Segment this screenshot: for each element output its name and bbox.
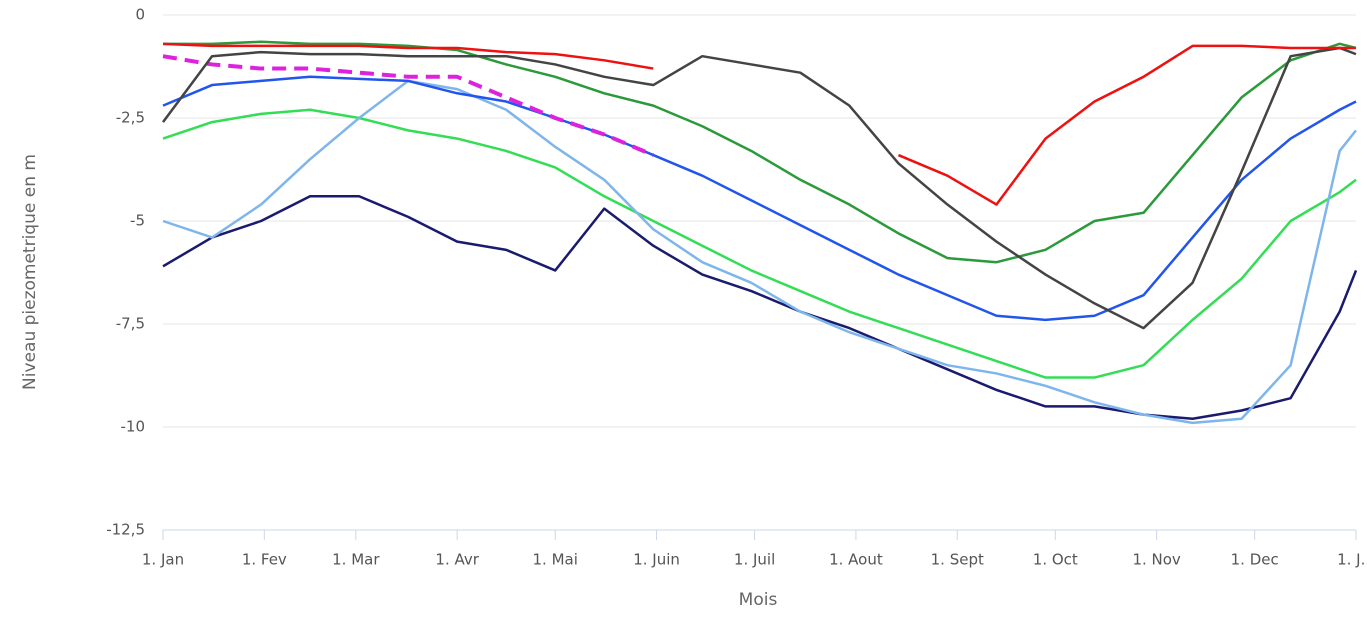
x-tick-label: 1. J...	[1337, 551, 1367, 569]
x-tick-label: 1. Juil	[734, 551, 775, 569]
y-tick-label: -7,5	[116, 315, 145, 333]
x-tick-label: 1. Sept	[931, 551, 984, 569]
x-tick-label: 1. Avr	[435, 551, 479, 569]
x-tick-label: 1. Mar	[332, 551, 380, 569]
y-tick-label: -12,5	[106, 521, 145, 539]
series-line	[162, 42, 1356, 206]
x-tick-label: 1. Fev	[242, 551, 287, 569]
y-tick-label: -2,5	[116, 109, 145, 127]
y-tick-label: -10	[121, 418, 146, 436]
series-line	[162, 195, 1358, 421]
y-tick-label: 0	[135, 6, 145, 24]
x-tick-label: 1. Oct	[1033, 551, 1078, 569]
x-tick-label: 1. Juin	[633, 551, 680, 569]
series-line	[163, 40, 1357, 264]
x-tick-label: 1. Mai	[533, 551, 578, 569]
x-tick-label: 1. Nov	[1132, 551, 1180, 569]
x-axis-title: Mois	[739, 590, 778, 610]
series-line	[162, 108, 1357, 379]
series-line	[162, 75, 1357, 322]
series-line	[162, 54, 655, 157]
x-tick-label: 1. Jan	[142, 551, 184, 569]
y-tick-label: -5	[130, 212, 145, 230]
y-axis-title: Niveau piezometrique en m	[20, 154, 40, 390]
series-line	[161, 46, 1357, 330]
x-tick-label: 1. Aout	[829, 551, 883, 569]
x-tick-label: 1. Dec	[1231, 551, 1279, 569]
series-line	[162, 79, 1357, 425]
